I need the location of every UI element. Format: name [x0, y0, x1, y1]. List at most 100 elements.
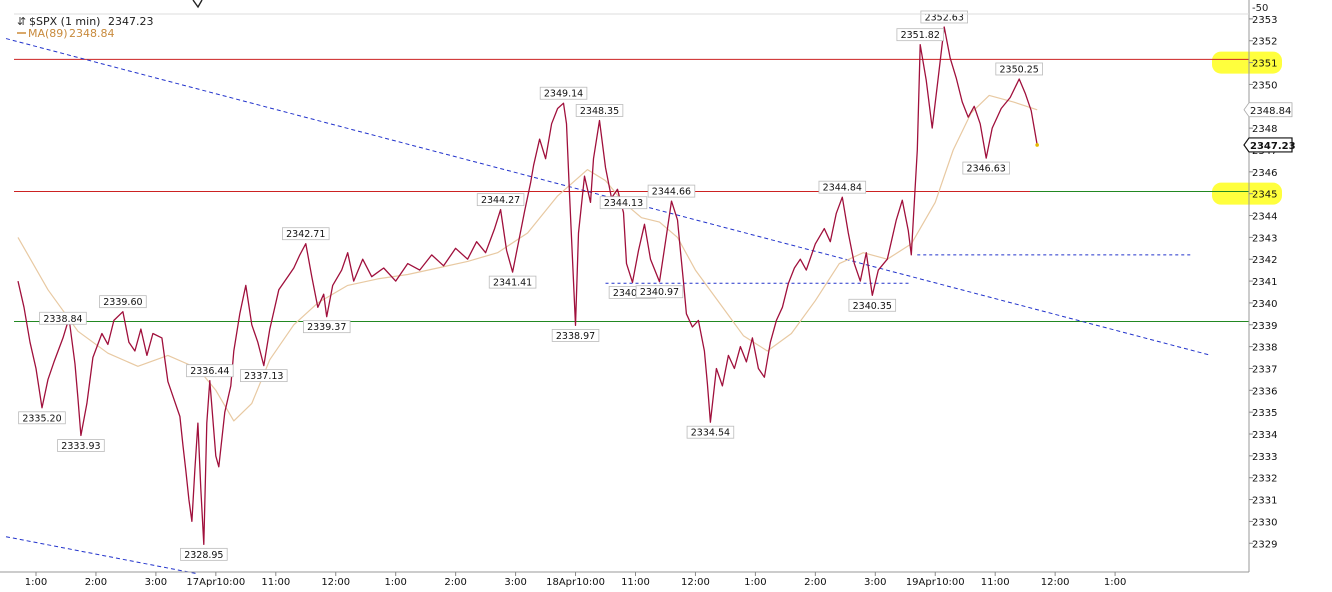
price-label-text: 2340.97	[640, 287, 679, 298]
price-tag-box	[1243, 137, 1293, 153]
y-tick-label: 2332	[1252, 474, 1277, 485]
price-label-box	[995, 62, 1043, 76]
price-label-box	[818, 180, 867, 194]
price-label-box	[575, 104, 624, 117]
price-tag-text: 2348.84	[1250, 106, 1291, 117]
y-tick-label: 2336	[1252, 386, 1277, 397]
scale-top-label: -50	[1252, 3, 1268, 14]
price-label-text: 2339.37	[307, 322, 346, 333]
price-label-text: 2333.93	[61, 441, 100, 452]
price-label-box	[186, 364, 234, 378]
price-label-text: 2344.13	[604, 198, 643, 209]
x-tick-label: 11:00	[621, 577, 650, 588]
price-label: 2328.95	[180, 547, 228, 561]
price-label-text: 2339.60	[103, 297, 142, 308]
price-label-box	[476, 193, 525, 207]
y-tick-label: 2334	[1252, 430, 1277, 441]
x-tick-label: 3:00	[864, 577, 886, 588]
x-tick-label: 11:00	[261, 577, 290, 588]
y-tick-label: 2343	[1252, 233, 1277, 244]
ma-legend-value: 2348.84	[69, 27, 115, 40]
chart-last-price: 2347.23	[108, 15, 154, 28]
price-label-text: 2344.27	[481, 195, 520, 206]
y-tick-label: 2329	[1252, 539, 1277, 550]
y-tick-label: 2333	[1252, 452, 1277, 463]
x-tick-label: 11:00	[981, 577, 1010, 588]
price-label-box	[599, 196, 648, 210]
y-tick-label: 2345	[1252, 190, 1277, 201]
price-label: 2337.13	[240, 369, 288, 382]
price-label-text: 2344.84	[823, 183, 862, 194]
y-tick-label: 2350	[1252, 80, 1277, 91]
price-label: 2349.14	[539, 86, 588, 100]
price-label-box	[962, 161, 1010, 175]
y-tick-label: 2341	[1252, 277, 1277, 288]
price-label-box	[39, 311, 87, 325]
y-tick-label: 2342	[1252, 255, 1277, 266]
ma-series-line	[17, 94, 1038, 422]
y-tick-label: 2351	[1252, 59, 1277, 70]
price-label: 2338.97	[551, 329, 600, 342]
price-label: 2342.71	[282, 227, 330, 240]
price-label: 2344.13	[599, 196, 648, 210]
price-label: 2351.82	[896, 28, 944, 41]
price-label-text: 2337.13	[244, 371, 283, 382]
price-label-text: 2342.71	[286, 229, 325, 240]
price-label: 2339.60	[99, 295, 147, 308]
x-tick-label: 1:00	[384, 577, 406, 588]
price-label: 2344.66	[647, 184, 696, 198]
price-label: 2334.54	[686, 425, 735, 439]
price-label-text: 2335.20	[22, 413, 61, 424]
x-tick-label: 17Apr10:00	[186, 577, 245, 588]
price-label: 2340.35	[848, 298, 897, 312]
price-label-text: 2348.35	[580, 106, 619, 117]
x-tick-label: 1:00	[1104, 577, 1126, 588]
x-tick-label: 19Apr10:00	[906, 577, 965, 588]
y-tick-label: 2338	[1252, 343, 1277, 354]
highlight-marker	[1212, 182, 1282, 205]
cursor-mark	[192, 0, 203, 9]
ma-legend-swatch	[17, 32, 26, 34]
x-tick-label: 12:00	[321, 577, 350, 588]
trend-line	[5, 38, 1212, 356]
last-price-point	[1035, 143, 1039, 147]
price-label-box	[686, 425, 735, 439]
x-tick-label: 2:00	[804, 577, 826, 588]
y-tick-label: 2337	[1252, 364, 1277, 375]
y-tick-label: 2346	[1252, 168, 1277, 179]
ma-price-tag: 2348.84	[1243, 102, 1293, 118]
x-tick-label: 12:00	[681, 577, 710, 588]
price-label-text: 2340.94	[613, 288, 652, 299]
price-label-text: 2340.35	[853, 301, 892, 312]
price-label: 2340.97	[635, 285, 684, 298]
price-label: 2344.84	[818, 180, 867, 194]
price-label-text: 2344.66	[652, 187, 691, 198]
price-label-box	[302, 320, 351, 334]
price-label-box	[57, 439, 105, 452]
price-label-text: 2341.41	[493, 278, 532, 289]
price-label-box	[539, 86, 588, 100]
price-label: 2344.27	[476, 193, 525, 207]
y-tick-label: 2352	[1252, 37, 1277, 48]
price-label: 2335.20	[18, 411, 66, 425]
price-label: 2350.25	[995, 62, 1043, 76]
price-label: 2336.44	[186, 364, 234, 378]
y-tick-label: 2331	[1252, 496, 1277, 507]
y-tick-label: 2330	[1252, 517, 1277, 528]
price-label-text: 2338.84	[43, 314, 82, 325]
price-label-box	[848, 298, 897, 312]
price-label: 2338.84	[39, 311, 87, 325]
y-tick-label: 2335	[1252, 408, 1277, 419]
price-label-text: 2351.82	[901, 30, 940, 41]
price-label-text: 2336.44	[190, 366, 229, 377]
y-tick-label: 2340	[1252, 299, 1277, 310]
x-tick-label: 18Apr10:00	[546, 577, 605, 588]
price-label-box	[647, 184, 696, 198]
x-tick-label: 1:00	[744, 577, 766, 588]
price-label: 2352.63	[920, 10, 968, 23]
price-label-text: 2352.63	[925, 12, 964, 23]
price-label-box	[18, 411, 66, 425]
price-label: 2333.93	[57, 439, 105, 452]
price-label-box	[488, 275, 537, 289]
